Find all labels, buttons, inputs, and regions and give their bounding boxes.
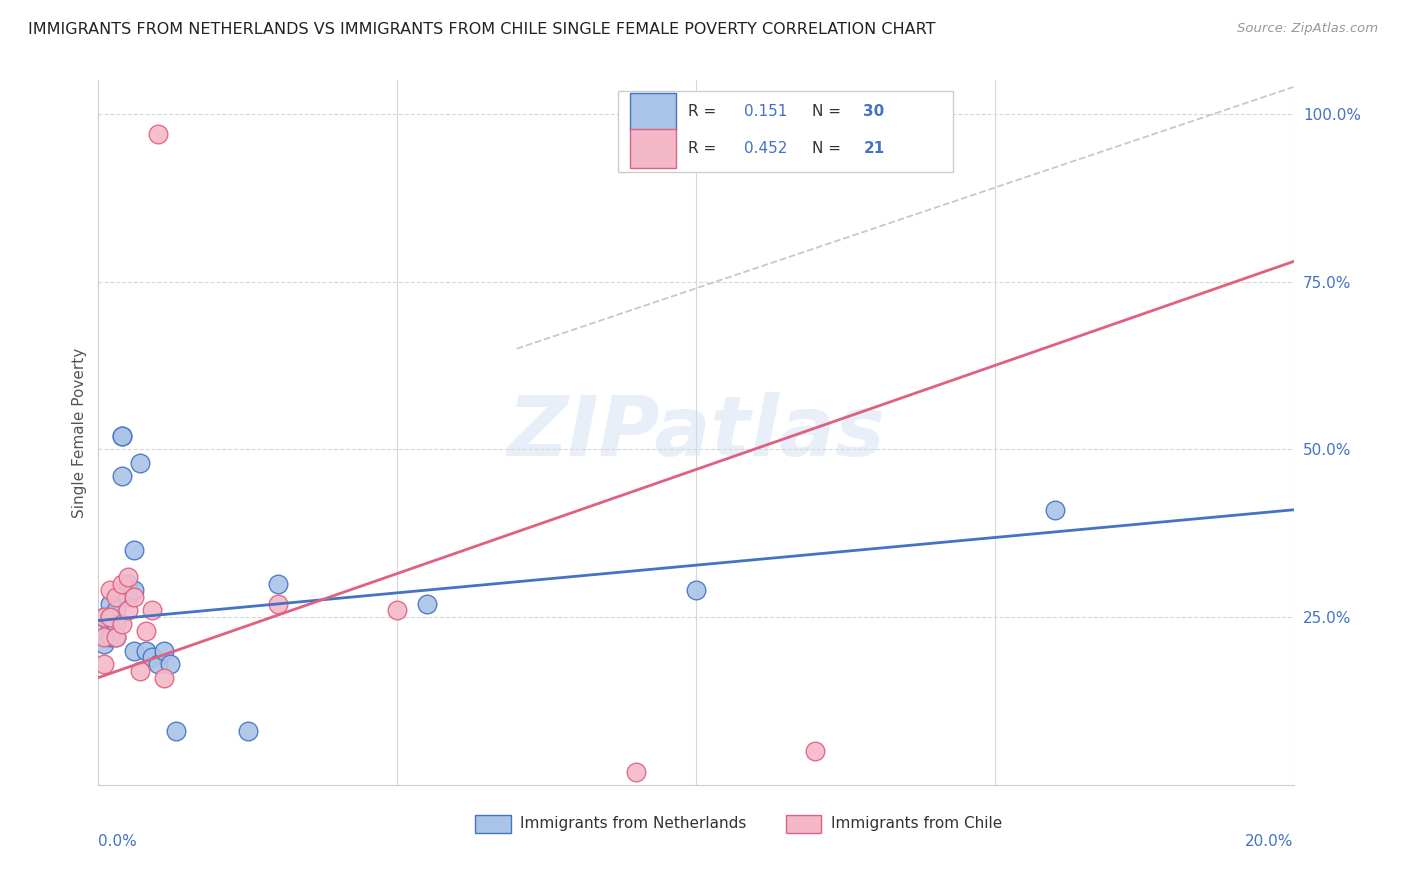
Text: N =: N = xyxy=(811,141,841,156)
Point xyxy=(98,583,122,598)
Point xyxy=(98,616,122,631)
Point xyxy=(416,597,439,611)
Text: Source: ZipAtlas.com: Source: ZipAtlas.com xyxy=(1237,22,1378,36)
Point xyxy=(111,429,134,443)
Text: Immigrants from Netherlands: Immigrants from Netherlands xyxy=(520,816,747,831)
Text: 30: 30 xyxy=(863,104,884,120)
Point xyxy=(124,590,146,604)
Point xyxy=(117,570,139,584)
Text: 0.151: 0.151 xyxy=(744,104,787,120)
Point xyxy=(148,127,170,141)
FancyBboxPatch shape xyxy=(619,91,953,172)
Point xyxy=(117,590,139,604)
Point xyxy=(165,724,187,739)
Point xyxy=(93,657,115,672)
Text: ZIPatlas: ZIPatlas xyxy=(508,392,884,473)
Text: 21: 21 xyxy=(863,141,884,156)
Text: N =: N = xyxy=(811,104,841,120)
Point xyxy=(267,597,290,611)
Point xyxy=(98,597,122,611)
Point xyxy=(93,637,115,651)
Point xyxy=(111,469,134,483)
Point xyxy=(129,456,152,470)
Point xyxy=(105,616,128,631)
Point xyxy=(98,610,122,624)
Text: 0.0%: 0.0% xyxy=(98,834,138,849)
Point xyxy=(93,624,115,638)
Point xyxy=(804,744,827,758)
Point xyxy=(385,603,409,617)
Text: R =: R = xyxy=(688,104,721,120)
Point xyxy=(105,590,128,604)
Point xyxy=(626,764,648,779)
Point xyxy=(111,429,134,443)
FancyBboxPatch shape xyxy=(475,815,510,833)
Y-axis label: Single Female Poverty: Single Female Poverty xyxy=(72,348,87,517)
Point xyxy=(129,664,152,678)
Point xyxy=(111,616,134,631)
Point xyxy=(105,630,128,644)
Point xyxy=(117,603,139,617)
Point xyxy=(93,610,115,624)
Point xyxy=(98,610,122,624)
Point xyxy=(98,630,122,644)
Point xyxy=(105,630,128,644)
Text: 0.452: 0.452 xyxy=(744,141,787,156)
Point xyxy=(148,657,170,672)
Point xyxy=(93,630,115,644)
Point xyxy=(117,576,139,591)
Point xyxy=(267,576,290,591)
Text: R =: R = xyxy=(688,141,721,156)
Text: Immigrants from Chile: Immigrants from Chile xyxy=(831,816,1002,831)
Point xyxy=(141,650,163,665)
Text: IMMIGRANTS FROM NETHERLANDS VS IMMIGRANTS FROM CHILE SINGLE FEMALE POVERTY CORRE: IMMIGRANTS FROM NETHERLANDS VS IMMIGRANT… xyxy=(28,22,935,37)
Point xyxy=(141,603,163,617)
Point xyxy=(153,671,176,685)
Point xyxy=(93,610,115,624)
Point xyxy=(685,583,707,598)
Point xyxy=(124,543,146,558)
FancyBboxPatch shape xyxy=(786,815,821,833)
Point xyxy=(111,576,134,591)
Point xyxy=(124,644,146,658)
Text: 20.0%: 20.0% xyxy=(1246,834,1294,849)
Point xyxy=(159,657,181,672)
FancyBboxPatch shape xyxy=(630,93,676,131)
FancyBboxPatch shape xyxy=(630,129,676,168)
Point xyxy=(1043,503,1066,517)
Point xyxy=(105,603,128,617)
Point xyxy=(135,644,157,658)
Point xyxy=(135,624,157,638)
Point xyxy=(153,644,176,658)
Point xyxy=(124,583,146,598)
Point xyxy=(236,724,259,739)
